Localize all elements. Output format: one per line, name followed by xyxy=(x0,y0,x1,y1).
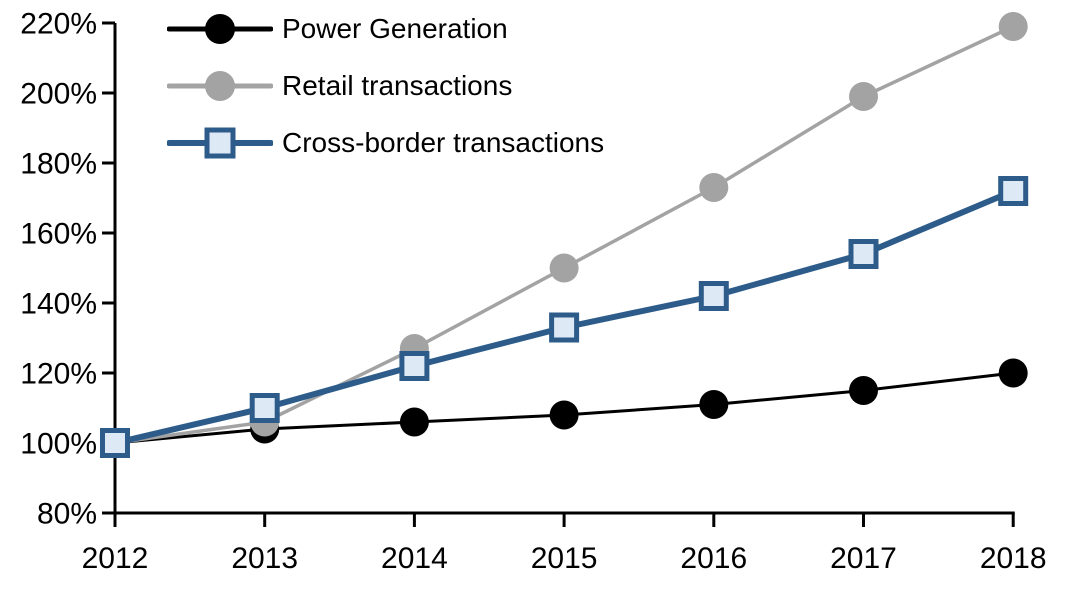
square-marker-cross-border-transactions-2017 xyxy=(848,239,879,269)
series-cross-border-transactions xyxy=(100,176,1029,458)
y-axis-label: 200% xyxy=(20,78,97,111)
cross-border-transactions-marker-icon xyxy=(167,127,273,159)
circle-marker-retail-transactions-2018 xyxy=(998,12,1028,41)
square-marker-cross-border-transactions-2012 xyxy=(100,428,130,458)
x-axis-label: 2017 xyxy=(830,542,897,575)
circle-marker-power-generation-2014 xyxy=(399,407,429,437)
legend-circle-marker xyxy=(205,71,235,101)
square-marker-cross-border-transactions-2013 xyxy=(249,393,280,423)
chart-legend: Power Generation Retail transactions Cro… xyxy=(167,9,604,180)
circle-marker-power-generation-2015 xyxy=(549,400,579,430)
y-axis-label: 140% xyxy=(20,288,97,321)
legend-item-retail-transactions: Retail transactions xyxy=(167,66,604,106)
legend-square-marker xyxy=(204,127,236,159)
x-axis-label: 2015 xyxy=(531,542,598,575)
legend-item-cross-border-transactions: Cross-border transactions xyxy=(167,123,604,163)
y-axis-label: 80% xyxy=(37,498,97,531)
square-marker-cross-border-transactions-2016 xyxy=(698,281,729,311)
power-generation-marker-icon xyxy=(167,14,273,44)
x-axis-label: 2016 xyxy=(680,542,747,575)
x-axis-label: 2012 xyxy=(82,542,149,575)
legend-circle-marker xyxy=(205,14,235,44)
series-power-generation xyxy=(100,358,1028,458)
y-axis-label: 120% xyxy=(20,358,97,391)
circle-marker-retail-transactions-2017 xyxy=(849,82,878,111)
square-marker-cross-border-transactions-2015 xyxy=(549,312,580,343)
y-axis-label: 180% xyxy=(20,148,97,181)
x-axis-label: 2013 xyxy=(231,542,298,575)
circle-marker-power-generation-2017 xyxy=(849,376,878,405)
y-axis-label: 160% xyxy=(20,218,97,251)
square-marker-cross-border-transactions-2018 xyxy=(998,176,1029,206)
y-axis-label: 220% xyxy=(20,8,97,41)
circle-marker-retail-transactions-2016 xyxy=(699,173,729,202)
retail-transactions-marker-icon xyxy=(167,71,273,101)
legend-label-power-generation: Power Generation xyxy=(282,13,508,44)
legend-label-cross-border-transactions: Cross-border transactions xyxy=(282,127,605,158)
circle-marker-power-generation-2018 xyxy=(998,358,1028,388)
x-axis-label: 2018 xyxy=(980,542,1047,575)
circle-marker-power-generation-2016 xyxy=(699,390,729,419)
legend-label-retail-transactions: Retail transactions xyxy=(282,70,513,101)
x-axis-label: 2014 xyxy=(381,542,448,575)
circle-marker-retail-transactions-2015 xyxy=(549,253,579,283)
y-axis-label: 100% xyxy=(20,428,97,461)
legend-item-power-generation: Power Generation xyxy=(167,9,604,49)
square-marker-cross-border-transactions-2014 xyxy=(399,351,430,381)
